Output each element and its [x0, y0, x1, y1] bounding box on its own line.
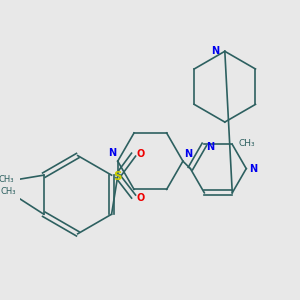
Text: O: O: [136, 193, 145, 203]
Text: N: N: [250, 164, 258, 174]
Text: N: N: [206, 142, 214, 152]
Text: CH₃: CH₃: [0, 175, 14, 184]
Text: N: N: [108, 148, 116, 158]
Text: O: O: [136, 148, 145, 158]
Text: N: N: [184, 149, 192, 159]
Text: N: N: [211, 46, 219, 56]
Text: CH₃: CH₃: [1, 187, 16, 196]
Text: S: S: [113, 169, 122, 183]
Text: CH₃: CH₃: [238, 140, 255, 148]
